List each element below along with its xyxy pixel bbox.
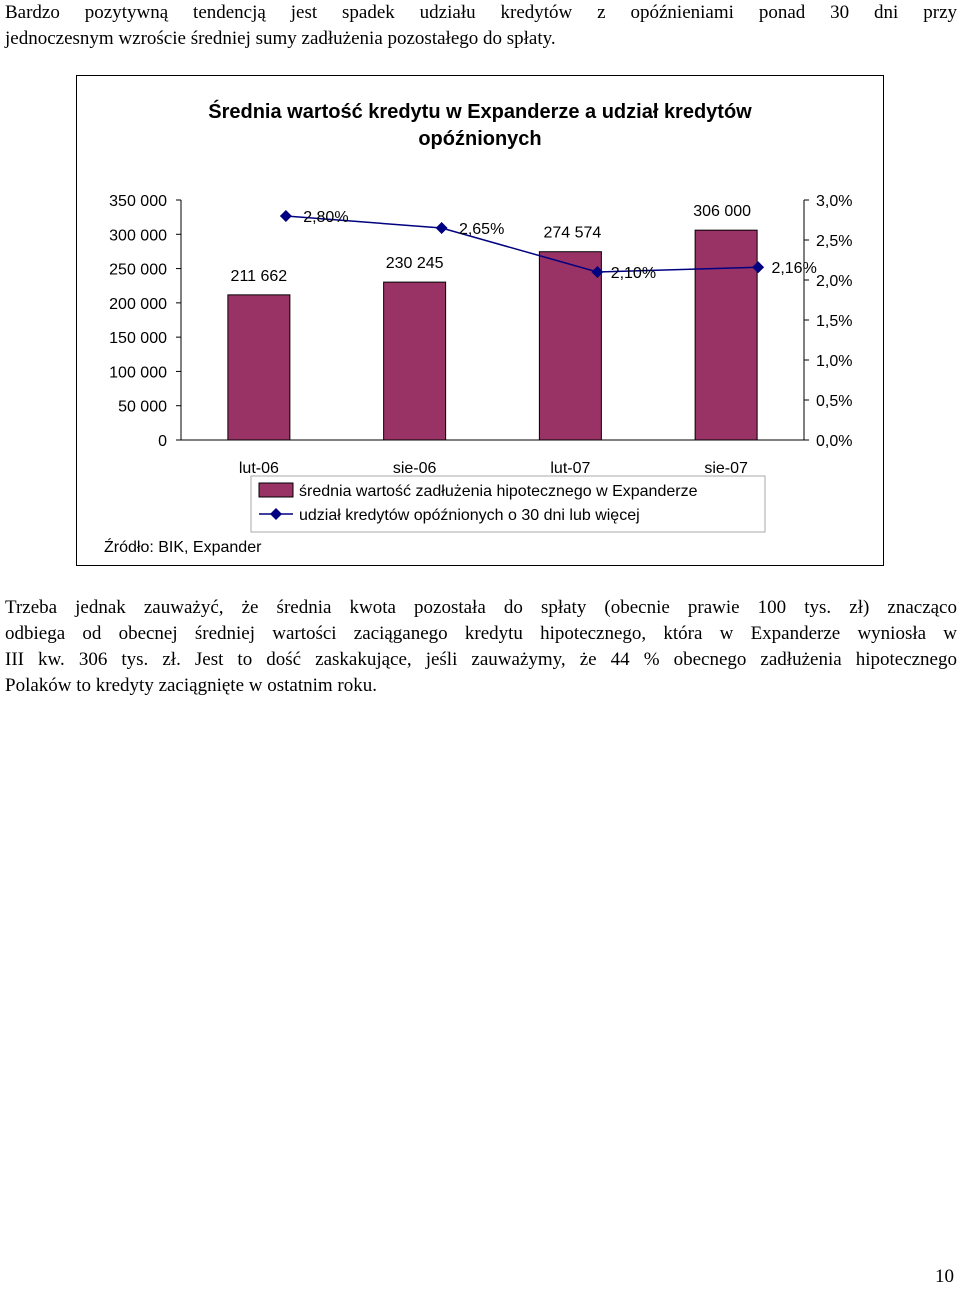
legend-box [250,475,766,533]
right-axis-tick-label: 2,0% [816,273,852,290]
right-axis-tick-label: 0,0% [816,433,852,450]
line-point-marker [752,261,765,274]
chart-source-note: Źródło: BIK, Expander [104,537,262,556]
line-point-marker [435,222,448,234]
legend-label-bar: średnia wartość zadłużenia hipotecznego … [299,483,698,500]
x-tick-label: lut-06 [239,460,279,477]
right-axis-tick-label: 0,5% [816,393,852,410]
chart: Średnia wartość kredytu w Expanderze a u… [104,99,852,556]
body-line-2: odbiega od obecnej średniej wartości zac… [5,623,957,644]
left-axis-tick-label: 50 000 [118,399,167,416]
left-axis-tick-label: 150 000 [109,330,167,347]
line-value-label: 2,16% [771,260,816,277]
right-axis-tick-label: 2,5% [816,233,852,250]
legend-swatch-bar [258,482,294,498]
legend-swatch-marker [270,508,282,520]
line-value-label: 2,80% [303,209,348,226]
legend-label-line: udział kredytów opóźnionych o 30 dni lub… [299,507,640,524]
chart-title-line-1: Średnia wartość kredytu w Expanderze a u… [208,99,752,123]
intro-line-1: Bardzo pozytywną tendencją jest spadek u… [5,2,957,23]
bar-lut-07 [538,251,602,441]
line-value-label: 2,65% [459,221,504,238]
right-axis-tick-label: 1,0% [816,353,852,370]
body-line-1: Trzeba jednak zauważyć, że średnia kwota… [5,597,957,618]
bar-sie-06 [383,281,447,441]
bar-sie-07 [694,229,758,441]
line-series [285,215,759,273]
x-tick-label: lut-07 [550,460,590,477]
chart-title-line-2: opóźnionych [418,128,541,150]
intro-paragraph: Bardzo pozytywną tendencją jest spadek u… [5,0,957,52]
left-axis-tick-label: 200 000 [109,296,167,313]
intro-line-2: jednoczesnym wzroście średniej sumy zadł… [5,28,556,49]
left-axis-tick-label: 100 000 [109,364,167,381]
body-paragraph: Trzeba jednak zauważyć, że średnia kwota… [5,595,957,699]
chart-frame: Średnia wartość kredytu w Expanderze a u… [76,75,884,566]
x-tick-label: sie-07 [704,460,748,477]
bar-value-label: 211 662 [231,268,288,285]
body-line-4: Polaków to kredyty zaciągnięte w ostatni… [5,675,377,696]
page-number: 10 [935,1266,954,1287]
left-axis-tick-label: 250 000 [109,262,167,279]
bar-value-label: 306 000 [693,203,751,220]
right-axis-tick-label: 1,5% [816,313,852,330]
line-point-marker [279,210,292,222]
bar-value-label: 230 245 [386,255,444,272]
bar-value-label: 274 574 [543,225,601,242]
bar-lut-06 [227,294,291,441]
body-line-3: III kw. 306 tys. zł. Jest to dość zaskak… [5,649,957,670]
left-axis-tick-label: 0 [158,433,167,450]
line-value-label: 2,10% [611,265,656,282]
x-tick-label: sie-06 [393,460,437,477]
line-point-marker [591,266,604,278]
left-axis-tick-label: 300 000 [109,227,167,244]
right-axis-tick-label: 3,0% [816,193,852,210]
left-axis-tick-label: 350 000 [109,193,167,210]
